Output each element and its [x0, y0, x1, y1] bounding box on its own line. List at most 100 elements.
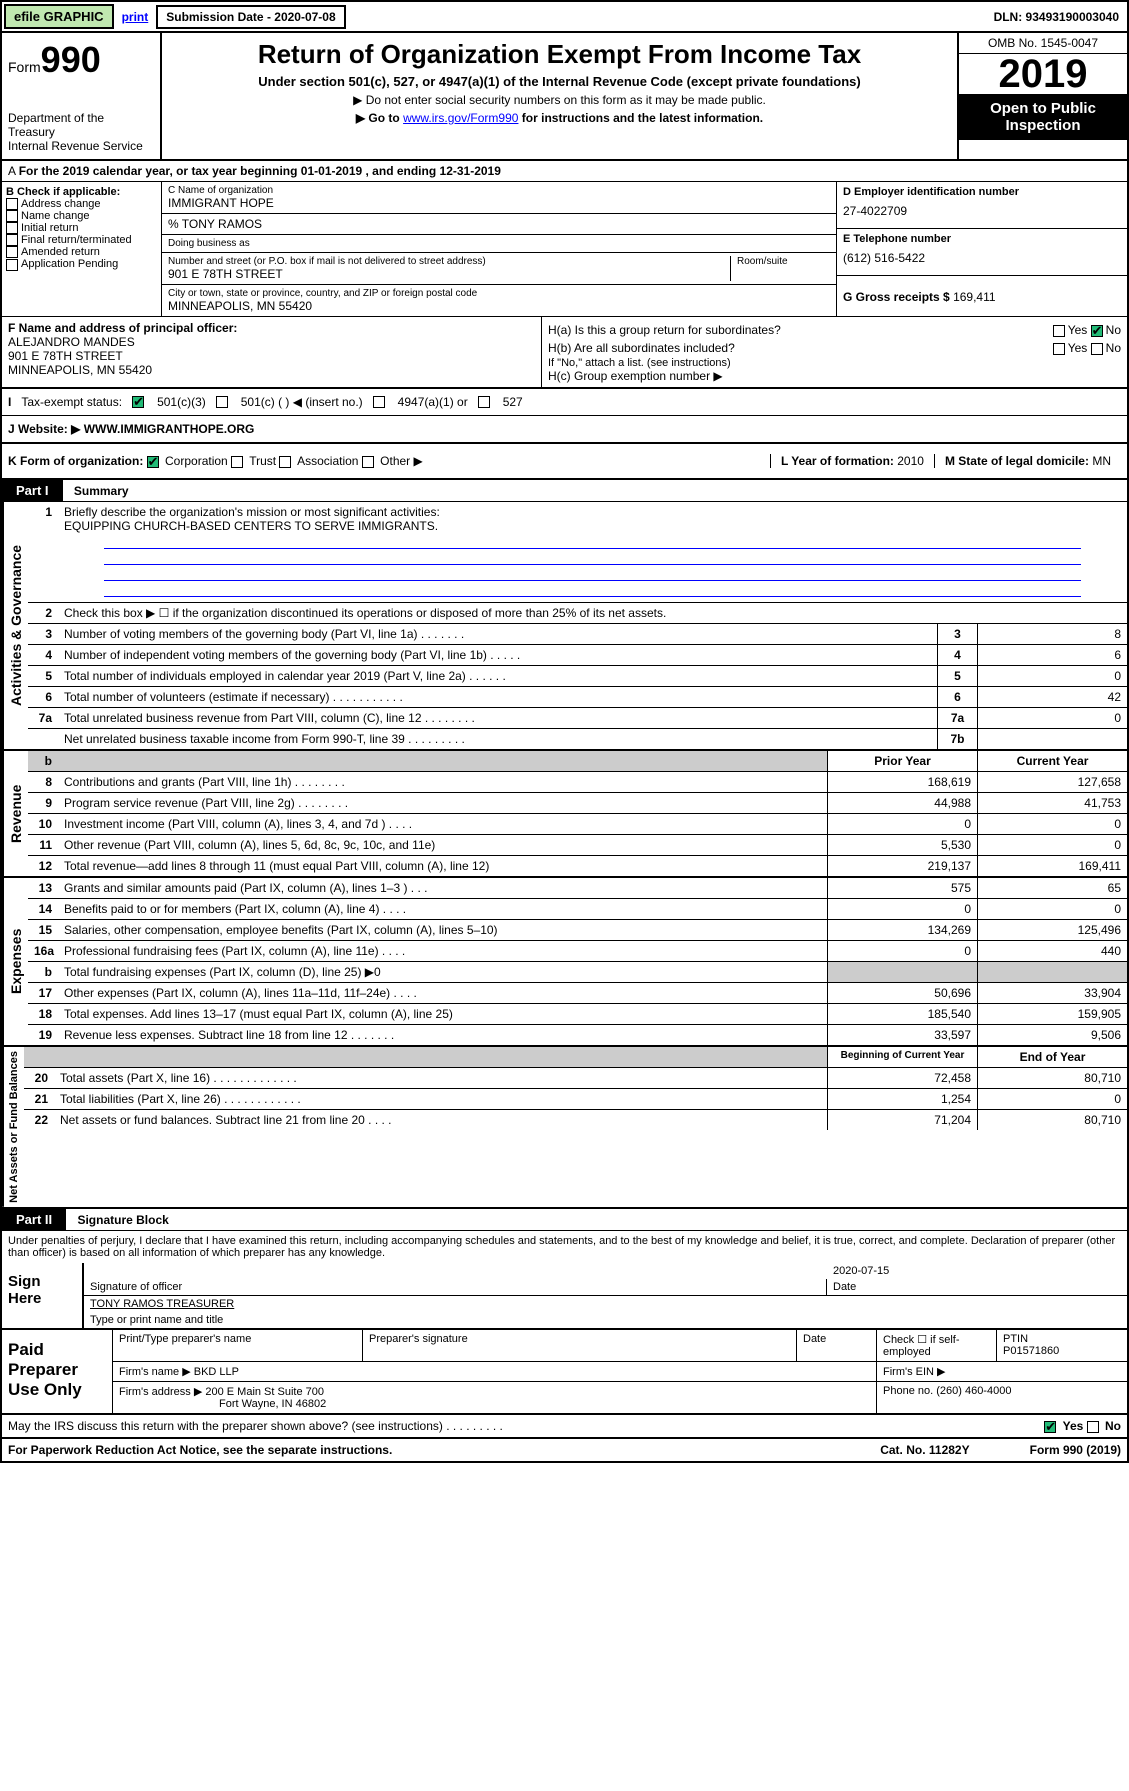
- perjury-declaration: Under penalties of perjury, I declare th…: [2, 1231, 1127, 1263]
- signature-block: Under penalties of perjury, I declare th…: [2, 1231, 1127, 1330]
- checkbox-icon[interactable]: [1053, 343, 1065, 355]
- table-row: bTotal fundraising expenses (Part IX, co…: [28, 962, 1127, 983]
- checkbox-icon[interactable]: [362, 456, 374, 468]
- omb-number: OMB No. 1545-0047: [959, 33, 1127, 54]
- discuss-row: May the IRS discuss this return with the…: [2, 1415, 1127, 1439]
- footer: For Paperwork Reduction Act Notice, see …: [2, 1439, 1127, 1461]
- table-row: 18Total expenses. Add lines 13–17 (must …: [28, 1004, 1127, 1025]
- gross-receipts: 169,411: [953, 290, 996, 304]
- part1-bar: Part I: [2, 480, 63, 501]
- checkbox-icon[interactable]: [6, 234, 18, 246]
- sign-here-label: Sign Here: [2, 1263, 82, 1328]
- b-opt: Application Pending: [6, 258, 157, 270]
- care-of: % TONY RAMOS: [162, 214, 836, 235]
- form-header: Form990 Department of the Treasury Inter…: [2, 33, 1127, 161]
- side-label-rev: Revenue: [2, 751, 28, 876]
- k-row: K Form of organization: Corporation Trus…: [2, 444, 1127, 480]
- open-to-public: Open to Public Inspection: [959, 94, 1127, 140]
- website-row: J Website: ▶ WWW.IMMIGRANTHOPE.ORG: [2, 416, 1127, 444]
- underline: [104, 535, 1081, 549]
- checkbox-checked-icon[interactable]: [132, 396, 144, 408]
- side-label-exp: Expenses: [2, 878, 28, 1045]
- col-b: B Check if applicable: Address change Na…: [2, 182, 162, 316]
- activities-governance: Activities & Governance 1Briefly describ…: [2, 502, 1127, 751]
- table-row: 19Revenue less expenses. Subtract line 1…: [28, 1025, 1127, 1045]
- phone: (612) 516-5422: [843, 245, 1121, 271]
- checkbox-icon[interactable]: [373, 396, 385, 408]
- submission-date: Submission Date - 2020-07-08: [156, 5, 345, 29]
- table-row: 15Salaries, other compensation, employee…: [28, 920, 1127, 941]
- department: Department of the Treasury Internal Reve…: [8, 111, 154, 153]
- form-word: Form: [8, 59, 41, 75]
- header-mid: Return of Organization Exempt From Incom…: [162, 33, 957, 159]
- paid-preparer: Paid Preparer Use Only Print/Type prepar…: [2, 1330, 1127, 1415]
- form-note1: ▶ Do not enter social security numbers o…: [168, 93, 951, 107]
- part2-header: Part II Signature Block: [2, 1209, 1127, 1231]
- table-row: 12Total revenue—add lines 8 through 11 (…: [28, 856, 1127, 876]
- table-row: 13Grants and similar amounts paid (Part …: [28, 878, 1127, 899]
- table-row: 9Program service revenue (Part VIII, lin…: [28, 793, 1127, 814]
- checkbox-icon[interactable]: [279, 456, 291, 468]
- b-opt: Name change: [6, 210, 157, 222]
- table-row: 10Investment income (Part VIII, column (…: [28, 814, 1127, 835]
- form-number: 990: [41, 39, 101, 80]
- efile-label: efile GRAPHIC: [4, 4, 114, 29]
- form-note2: ▶ Go to www.irs.gov/Form990 for instruct…: [168, 111, 951, 125]
- print-link[interactable]: print: [116, 7, 155, 27]
- col-d: D Employer identification number27-40227…: [837, 182, 1127, 316]
- checkbox-icon[interactable]: [216, 396, 228, 408]
- checkbox-icon[interactable]: [6, 210, 18, 222]
- checkbox-icon[interactable]: [478, 396, 490, 408]
- col-c: C Name of organizationIMMIGRANT HOPE % T…: [162, 182, 837, 316]
- form-subtitle: Under section 501(c), 527, or 4947(a)(1)…: [168, 74, 951, 89]
- checkbox-checked-icon[interactable]: [1091, 325, 1103, 337]
- table-row: 21Total liabilities (Part X, line 26) . …: [24, 1089, 1127, 1110]
- b-opt: Address change: [6, 198, 157, 210]
- tax-period: A For the 2019 calendar year, or tax yea…: [2, 161, 1127, 182]
- checkbox-icon[interactable]: [6, 246, 18, 258]
- underline: [104, 583, 1081, 597]
- checkbox-icon[interactable]: [1087, 1421, 1099, 1433]
- table-row: 17Other expenses (Part IX, column (A), l…: [28, 983, 1127, 1004]
- street: 901 E 78TH STREET: [168, 267, 730, 281]
- paid-label: Paid Preparer Use Only: [2, 1330, 112, 1413]
- checkbox-icon[interactable]: [1091, 343, 1103, 355]
- underline: [104, 567, 1081, 581]
- checkbox-icon[interactable]: [6, 222, 18, 234]
- expenses-section: Expenses 13Grants and similar amounts pa…: [2, 878, 1127, 1047]
- top-bar: efile GRAPHIC print Submission Date - 20…: [2, 2, 1127, 33]
- part2-bar: Part II: [2, 1209, 66, 1230]
- table-row: 7aTotal unrelated business revenue from …: [28, 708, 1127, 729]
- b-opt: Final return/terminated: [6, 234, 157, 246]
- table-row: 22Net assets or fund balances. Subtract …: [24, 1110, 1127, 1130]
- dln: DLN: 93493190003040: [986, 7, 1127, 27]
- website: WWW.IMMIGRANTHOPE.ORG: [84, 422, 255, 436]
- checkbox-icon[interactable]: [1053, 325, 1065, 337]
- ein: 27-4022709: [843, 198, 1121, 224]
- irs-link[interactable]: www.irs.gov/Form990: [403, 111, 518, 125]
- table-row: 5Total number of individuals employed in…: [28, 666, 1127, 687]
- tax-exempt-row: ITax-exempt status: 501(c)(3) 501(c) ( )…: [2, 389, 1127, 416]
- net-assets-section: Net Assets or Fund Balances Beginning of…: [2, 1047, 1127, 1209]
- table-row: 4Number of independent voting members of…: [28, 645, 1127, 666]
- b-label: B Check if applicable:: [6, 186, 157, 198]
- checkbox-icon[interactable]: [231, 456, 243, 468]
- underline: [104, 551, 1081, 565]
- header-left: Form990 Department of the Treasury Inter…: [2, 33, 162, 159]
- checkbox-checked-icon[interactable]: [1044, 1421, 1056, 1433]
- b-opt: Initial return: [6, 222, 157, 234]
- part1-header: Part I Summary: [2, 480, 1127, 502]
- checkbox-icon[interactable]: [6, 198, 18, 210]
- checkbox-icon[interactable]: [6, 259, 18, 271]
- side-label-na: Net Assets or Fund Balances: [2, 1047, 24, 1207]
- revenue-section: Revenue bPrior YearCurrent Year 8Contrib…: [2, 751, 1127, 878]
- table-row: 16aProfessional fundraising fees (Part I…: [28, 941, 1127, 962]
- table-row: 3Number of voting members of the governi…: [28, 624, 1127, 645]
- table-row: 6Total number of volunteers (estimate if…: [28, 687, 1127, 708]
- b-opt: Amended return: [6, 246, 157, 258]
- section-h: H(a) Is this a group return for subordin…: [542, 317, 1127, 387]
- checkbox-checked-icon[interactable]: [147, 456, 159, 468]
- table-row: 11Other revenue (Part VIII, column (A), …: [28, 835, 1127, 856]
- city: MINNEAPOLIS, MN 55420: [168, 299, 830, 313]
- org-name: IMMIGRANT HOPE: [168, 196, 830, 210]
